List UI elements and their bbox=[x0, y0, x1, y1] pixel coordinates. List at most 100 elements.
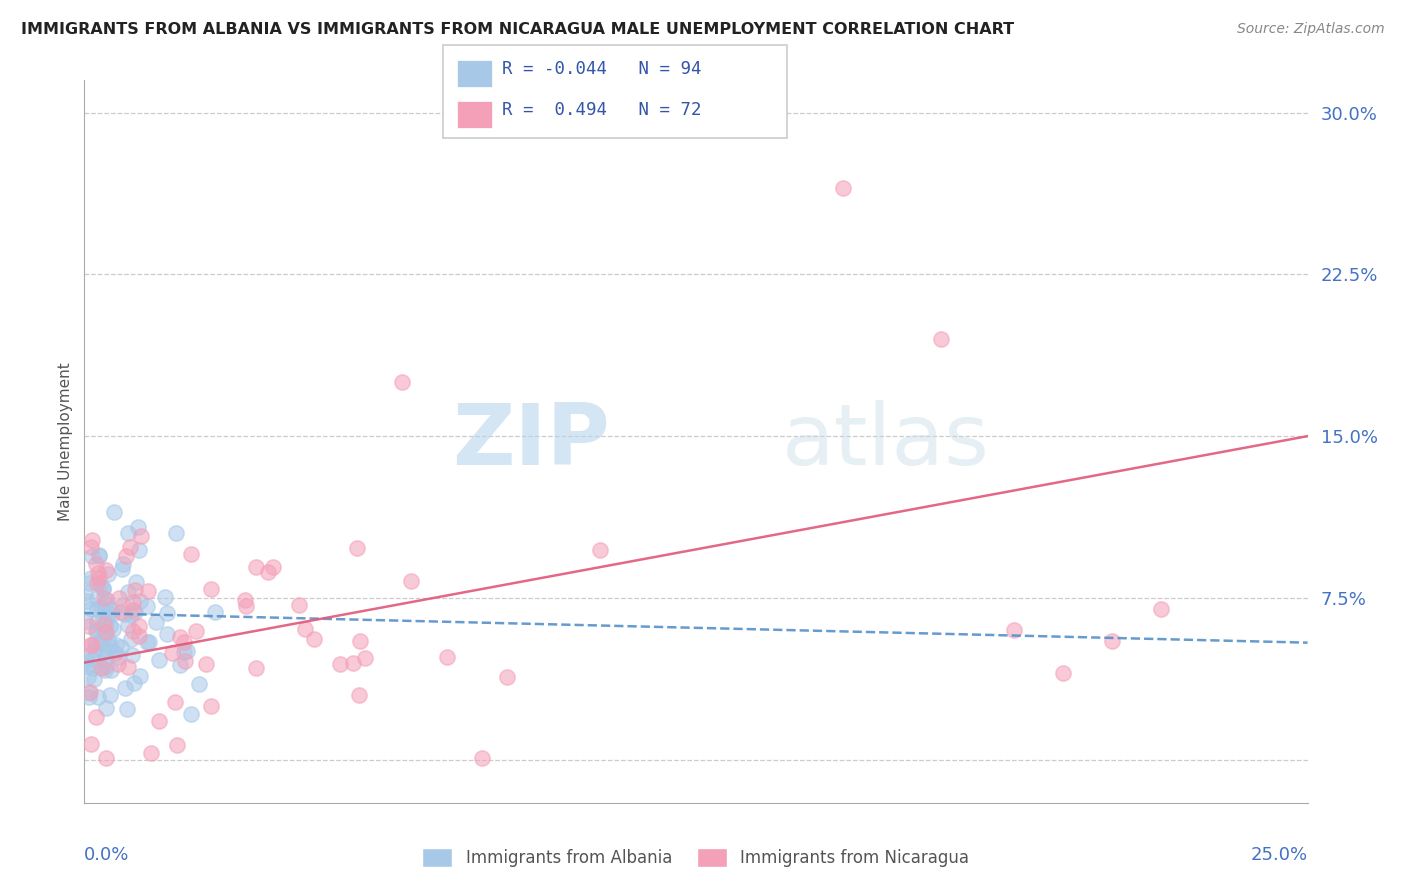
Point bbox=[128, 619, 150, 633]
Point bbox=[262, 560, 284, 574]
Point bbox=[79, 576, 101, 591]
Point bbox=[128, 629, 150, 643]
Point bbox=[79, 571, 101, 585]
Point bbox=[94, 651, 117, 665]
Point bbox=[194, 657, 217, 672]
Point bbox=[112, 607, 135, 622]
Point bbox=[401, 574, 423, 588]
Point bbox=[75, 614, 97, 628]
Text: R = -0.044   N = 94: R = -0.044 N = 94 bbox=[502, 60, 702, 78]
Point bbox=[98, 602, 121, 616]
Point bbox=[93, 617, 115, 632]
Text: R =  0.494   N = 72: R = 0.494 N = 72 bbox=[502, 101, 702, 119]
Point bbox=[200, 582, 222, 596]
Point bbox=[329, 657, 352, 671]
Point bbox=[145, 615, 167, 629]
Point bbox=[76, 648, 98, 663]
Point bbox=[89, 571, 111, 585]
Point bbox=[117, 584, 139, 599]
Point bbox=[342, 656, 364, 670]
Point bbox=[136, 584, 159, 599]
Point bbox=[89, 635, 111, 649]
Point bbox=[107, 591, 129, 605]
Point bbox=[86, 615, 108, 630]
Point bbox=[82, 660, 104, 674]
Point bbox=[233, 592, 256, 607]
Point bbox=[86, 575, 108, 590]
Point bbox=[94, 596, 117, 610]
Point bbox=[96, 643, 118, 657]
Point bbox=[80, 541, 103, 555]
Legend: Immigrants from Albania, Immigrants from Nicaragua: Immigrants from Albania, Immigrants from… bbox=[416, 841, 976, 874]
Text: 0.0%: 0.0% bbox=[84, 847, 129, 864]
Point bbox=[138, 635, 160, 649]
Point bbox=[97, 632, 120, 646]
Y-axis label: Male Unemployment: Male Unemployment bbox=[58, 362, 73, 521]
Point bbox=[80, 638, 103, 652]
Point bbox=[108, 649, 131, 664]
Point bbox=[436, 650, 458, 665]
Point bbox=[174, 654, 197, 668]
Point bbox=[115, 549, 138, 563]
Point bbox=[76, 670, 98, 684]
Point bbox=[94, 625, 117, 640]
Point bbox=[84, 557, 107, 571]
Point bbox=[245, 560, 267, 574]
Point bbox=[89, 548, 111, 562]
Point bbox=[831, 181, 853, 195]
Point bbox=[98, 619, 121, 633]
Point bbox=[75, 654, 97, 668]
Point bbox=[87, 566, 110, 580]
Point bbox=[94, 625, 117, 640]
Point bbox=[155, 590, 177, 604]
Point bbox=[96, 593, 118, 607]
Point bbox=[118, 540, 141, 554]
Point bbox=[122, 624, 145, 639]
Point bbox=[114, 681, 136, 695]
Point bbox=[77, 690, 100, 704]
Point bbox=[115, 702, 138, 716]
Point bbox=[288, 598, 311, 612]
Point bbox=[471, 750, 494, 764]
Point bbox=[148, 653, 170, 667]
Point bbox=[77, 685, 100, 699]
Point bbox=[200, 699, 222, 714]
Point bbox=[79, 685, 101, 699]
Point bbox=[75, 658, 97, 673]
Point bbox=[76, 594, 98, 608]
Point bbox=[245, 661, 267, 675]
Point bbox=[155, 607, 177, 621]
Point bbox=[104, 646, 127, 660]
Point bbox=[91, 581, 114, 595]
Point bbox=[354, 650, 377, 665]
Point bbox=[302, 632, 325, 646]
Point bbox=[86, 623, 108, 637]
Point bbox=[91, 646, 114, 660]
Point bbox=[110, 640, 132, 654]
Point bbox=[100, 607, 122, 621]
Point bbox=[1101, 634, 1123, 648]
Point bbox=[121, 648, 143, 662]
Point bbox=[117, 526, 139, 541]
Point bbox=[111, 562, 134, 576]
Point bbox=[104, 638, 127, 652]
Point bbox=[204, 605, 226, 619]
Point bbox=[1150, 601, 1173, 615]
Point bbox=[86, 602, 108, 616]
Point bbox=[120, 607, 142, 622]
Point bbox=[93, 591, 115, 606]
Point bbox=[91, 661, 114, 675]
Point bbox=[496, 670, 519, 684]
Point bbox=[124, 582, 146, 597]
Point bbox=[257, 565, 280, 579]
Point bbox=[117, 660, 139, 674]
Point bbox=[128, 543, 150, 558]
Point bbox=[135, 599, 157, 613]
Point bbox=[80, 533, 103, 548]
Point bbox=[94, 616, 117, 631]
Point bbox=[173, 645, 195, 659]
Point bbox=[98, 639, 121, 653]
Point bbox=[148, 714, 170, 728]
Point bbox=[93, 664, 115, 678]
Point bbox=[91, 626, 114, 640]
